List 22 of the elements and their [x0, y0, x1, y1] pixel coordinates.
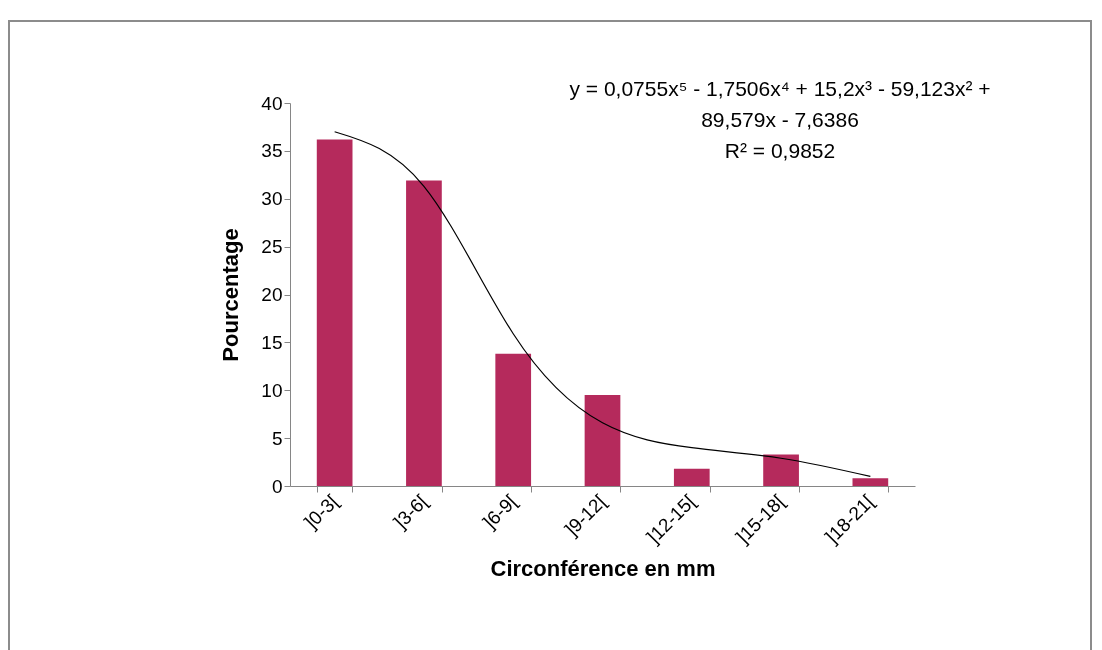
text: y = 0,0755x⁵ - 1,7506x⁴ + 15,2x³ - 59,123x² + [569, 77, 991, 100]
annotation: 89,579x - 7,6386 [701, 108, 859, 131]
bar [495, 353, 532, 486]
bar [406, 180, 442, 486]
y-axis-title: Pourcentage [218, 228, 244, 362]
y-tick-label: 15 [261, 331, 283, 353]
y-tick-label: 0 [271, 475, 283, 497]
bar [316, 139, 353, 486]
y-tick-label: 5 [271, 427, 283, 449]
y-tick-label: 35 [261, 140, 283, 162]
annotation: R² = 0,9852 [724, 139, 836, 162]
y-tick-label: 10 [261, 379, 283, 401]
y-tick-label: 30 [261, 188, 283, 210]
y-tick-label: 25 [261, 236, 283, 258]
y-tick-label: 40 [261, 92, 283, 114]
x-axis-title: Circonférence en mm [490, 556, 716, 582]
line-series [334, 131, 871, 478]
bar [852, 478, 889, 486]
bar [673, 468, 710, 486]
y-tick-label: 20 [261, 284, 283, 305]
bar [584, 395, 621, 486]
bar [763, 454, 799, 486]
